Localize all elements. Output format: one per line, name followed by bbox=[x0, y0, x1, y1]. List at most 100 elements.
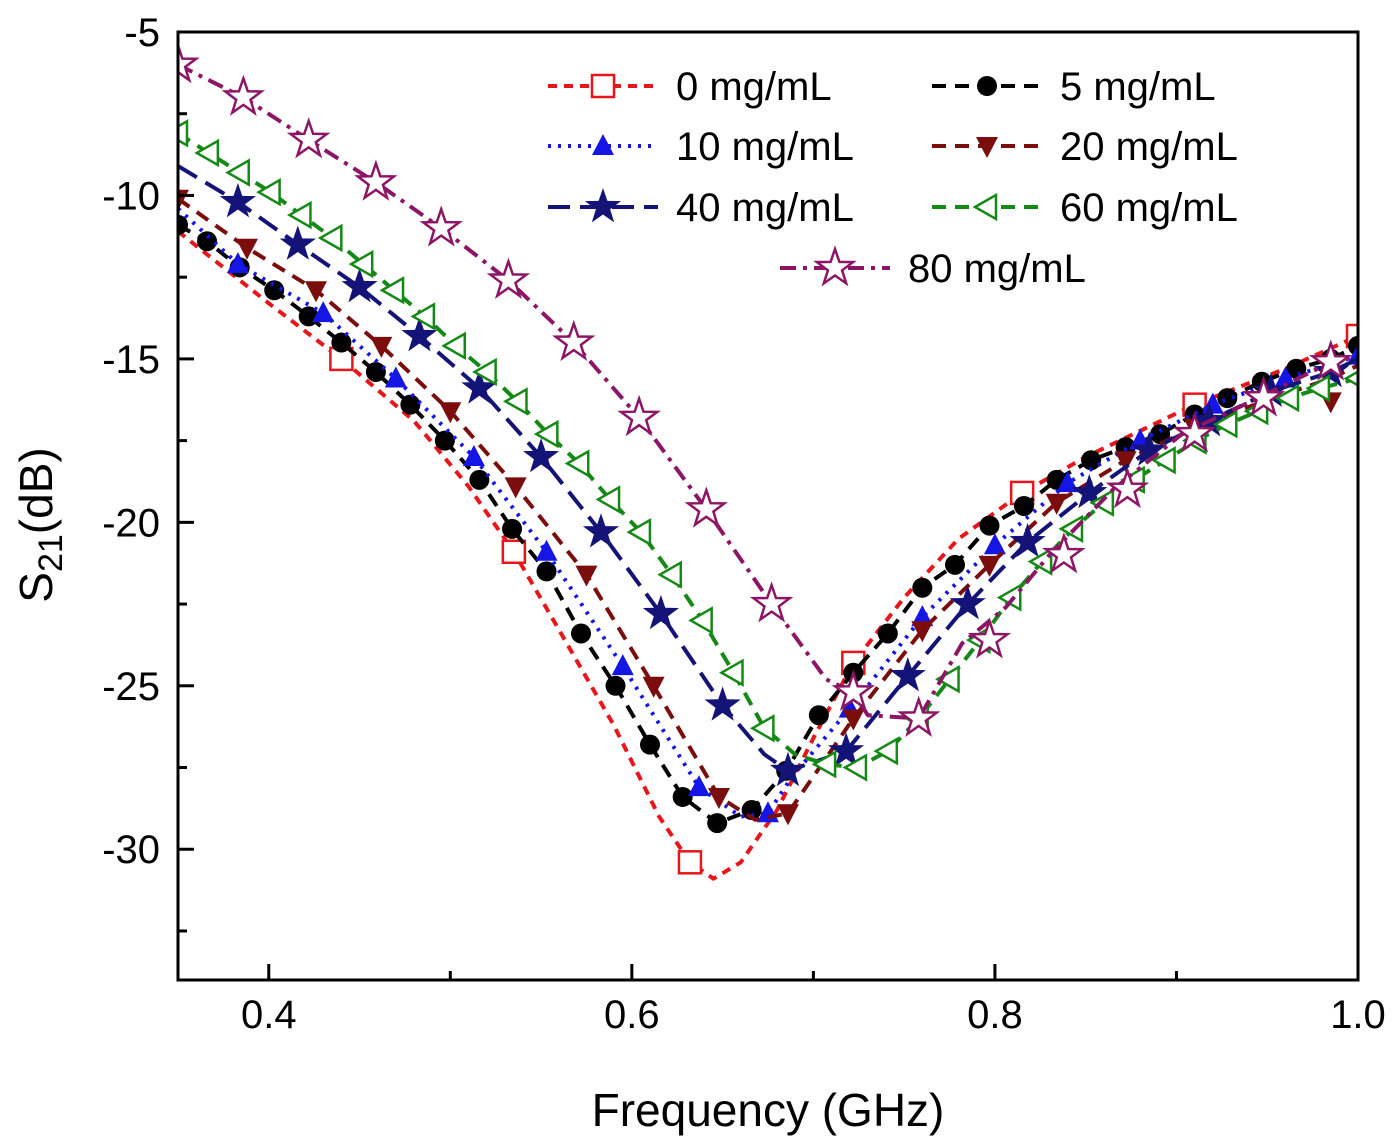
y-axis-title-main: S bbox=[10, 572, 62, 603]
x-axis-title: Frequency (GHz) bbox=[592, 1084, 945, 1136]
data-point bbox=[571, 623, 592, 644]
legend-label: 10 mg/mL bbox=[676, 125, 854, 169]
legend-marker bbox=[977, 76, 997, 96]
data-point bbox=[419, 205, 463, 247]
data-point bbox=[469, 469, 490, 490]
data-point bbox=[1241, 375, 1286, 417]
data-point bbox=[439, 402, 462, 424]
legend-marker bbox=[590, 73, 616, 99]
data-point bbox=[611, 654, 634, 676]
data-point bbox=[379, 276, 405, 305]
data-point bbox=[642, 594, 679, 630]
series-5-mg-ml bbox=[178, 214, 1358, 834]
legend-marker bbox=[592, 134, 614, 155]
data-point bbox=[1217, 388, 1238, 409]
legend: 0 mg/mL 5 mg/mL 10 mg/mL 20 mg/mL 40 mg/mL 60… bbox=[548, 65, 1238, 291]
data-point bbox=[472, 357, 497, 387]
data-point bbox=[996, 583, 1022, 612]
data-point bbox=[749, 714, 775, 743]
data-point bbox=[657, 560, 683, 589]
data-point bbox=[688, 775, 711, 797]
data-point bbox=[677, 850, 703, 875]
data-point bbox=[279, 225, 316, 260]
data-point bbox=[225, 158, 250, 187]
data-point bbox=[595, 485, 621, 514]
legend-item: 5 mg/mL bbox=[932, 65, 1216, 109]
data-point bbox=[486, 257, 531, 299]
series-80-mg-ml bbox=[178, 41, 1358, 738]
legend-label: 40 mg/mL bbox=[676, 186, 854, 230]
data-point bbox=[707, 813, 728, 834]
data-point bbox=[967, 617, 1012, 659]
y-tick-label: -5 bbox=[124, 11, 160, 55]
data-point bbox=[504, 477, 527, 499]
legend-item: 60 mg/mL bbox=[932, 186, 1238, 230]
data-point bbox=[911, 605, 934, 627]
data-point bbox=[194, 138, 220, 168]
data-point bbox=[718, 658, 744, 687]
data-point bbox=[523, 438, 560, 473]
data-point bbox=[877, 623, 898, 644]
data-point bbox=[461, 369, 498, 404]
plot-series bbox=[178, 41, 1358, 881]
data-point bbox=[979, 515, 1000, 536]
legend-marker bbox=[584, 188, 622, 223]
data-point bbox=[776, 804, 799, 826]
x-tick-label: 0.4 bbox=[241, 993, 297, 1037]
data-point bbox=[1212, 410, 1238, 439]
y-tick-label: -25 bbox=[102, 665, 160, 709]
data-point bbox=[1114, 451, 1137, 473]
y-tick-label: -15 bbox=[102, 338, 160, 382]
data-point bbox=[978, 555, 1001, 577]
data-point bbox=[317, 223, 343, 253]
data-point bbox=[1150, 424, 1171, 445]
data-point bbox=[605, 675, 626, 696]
data-point bbox=[286, 200, 312, 230]
x-tick-label: 0.8 bbox=[967, 993, 1023, 1037]
data-point bbox=[304, 281, 327, 303]
data-point bbox=[535, 539, 558, 561]
data-point bbox=[912, 577, 933, 598]
legend-label: 0 mg/mL bbox=[676, 65, 832, 109]
data-point bbox=[226, 252, 249, 274]
data-point bbox=[502, 387, 528, 416]
data-point bbox=[533, 419, 559, 449]
data-point bbox=[1131, 431, 1168, 466]
data-point bbox=[1345, 323, 1358, 349]
series-line bbox=[178, 229, 1358, 881]
data-point bbox=[354, 159, 398, 201]
data-point bbox=[672, 786, 693, 807]
x-tick-label: 0.6 bbox=[604, 993, 660, 1037]
data-point bbox=[617, 394, 661, 437]
data-point bbox=[1081, 450, 1102, 471]
data-point bbox=[811, 750, 837, 779]
data-point bbox=[1045, 493, 1068, 515]
data-point bbox=[1151, 446, 1176, 475]
data-point bbox=[684, 486, 728, 528]
y-axis-title-subscript: 21 bbox=[32, 534, 70, 572]
data-point bbox=[178, 41, 200, 84]
data-point bbox=[1027, 547, 1053, 576]
data-point bbox=[384, 366, 407, 388]
data-point bbox=[341, 268, 378, 303]
data-point bbox=[221, 74, 266, 116]
data-point bbox=[1274, 383, 1300, 413]
data-point bbox=[501, 539, 527, 565]
data-point bbox=[264, 280, 285, 301]
data-point bbox=[688, 606, 713, 635]
data-point bbox=[1305, 374, 1331, 403]
data-point bbox=[365, 361, 386, 382]
series-line bbox=[178, 131, 1358, 770]
data-point bbox=[1013, 496, 1034, 516]
series-0-mg-ml bbox=[178, 229, 1358, 881]
data-point bbox=[502, 518, 523, 539]
data-point bbox=[256, 178, 281, 207]
data-point bbox=[441, 331, 467, 360]
plot-frame bbox=[176, 30, 1360, 982]
data-point bbox=[808, 705, 829, 726]
data-point bbox=[1056, 471, 1079, 493]
data-point bbox=[1071, 473, 1108, 509]
data-point bbox=[626, 517, 652, 547]
data-point bbox=[370, 336, 393, 358]
